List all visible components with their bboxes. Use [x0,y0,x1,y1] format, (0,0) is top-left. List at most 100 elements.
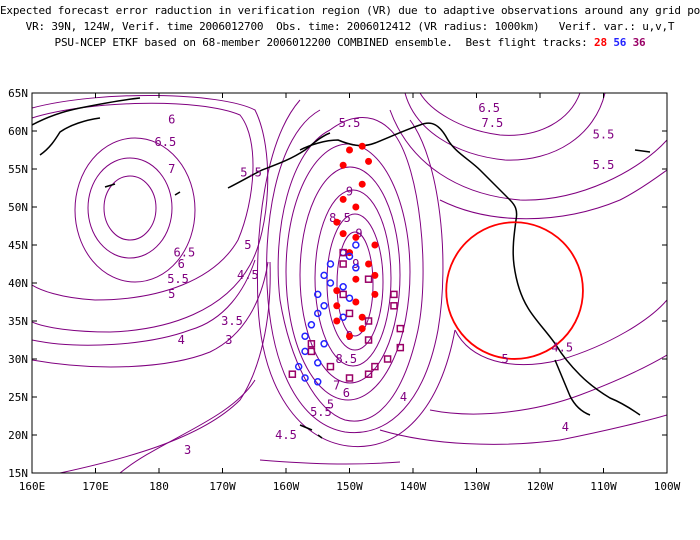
track-56-marker [301,374,309,382]
track-28-marker [346,332,353,340]
track-28-marker [339,230,347,238]
track-28-marker [371,290,379,298]
track-28-marker [339,195,347,203]
track-56-marker [301,347,309,356]
title-line-1: Expected forecast error raduction in ver… [0,4,700,17]
title-line-3-prefix: PSU-NCEP ETKF based on 68-member 2006012… [54,36,595,49]
lon-label: 150W [336,480,363,493]
track-56-marker [320,271,328,280]
track-28-marker [352,203,360,211]
lon-label: 170W [209,480,236,493]
contour-labels: 66.57 5.556.565.554.53.53435.56.57.55.55.… [155,101,615,457]
lat-label: 50N [8,201,28,214]
contour-label: 6.5 [155,135,177,149]
track-28-marker [346,146,353,154]
lat-label: 55N [8,163,28,176]
track-28-marker [333,317,341,325]
lat-axis-labels: 65N 60N 55N 50N 45N 40N 35N 30N 25N 20N 15N [8,87,28,480]
lat-label: 60N [8,125,28,138]
track-56-marker [301,332,309,340]
track-56-marker [345,252,354,261]
track-28-marker [365,157,373,165]
lat-label: 40N [8,277,28,290]
contour-label: 6 [168,112,175,126]
track-28-marker [371,241,379,249]
track-28-marker [358,180,366,188]
contour-label: 7 [168,162,175,176]
contour-label: 4 [562,420,569,434]
track-36-marker [288,370,297,378]
track-28-marker [333,218,341,226]
track-28-marker [358,313,366,321]
contour-label: 6 [343,386,350,400]
lon-label: 130W [463,480,490,493]
contour-lines [32,93,667,473]
track-36-marker [307,340,316,348]
contour-label: 5.5 [593,158,615,172]
contour-label: 9 [352,257,359,271]
contour-label: 5 [327,397,334,411]
track-56-marker [339,283,347,291]
lat-label: 30N [8,353,28,366]
track-36-label: 36 [632,36,646,49]
track-56-marker [294,362,303,371]
contour-label: 3 [225,333,232,347]
lat-label: 15N [8,467,28,480]
track-36-marker [390,302,398,310]
lat-label: 45N [8,239,28,252]
contour-label: 6.5 [478,101,500,115]
track-56-marker [352,241,360,249]
track-28-marker [358,142,366,150]
track-36-marker [326,362,335,371]
track-56-marker [320,340,328,348]
track-56-label: 56 [613,36,627,49]
contour-label: 3 [184,443,191,457]
track-36-marker [396,343,405,352]
track-36-marker [339,290,347,299]
track-56-marker [326,279,335,287]
track-36-marker [364,317,373,325]
contour-label: 4 [400,390,407,404]
track-28-marker [365,260,373,268]
track-56-marker [339,313,347,321]
track-36-marker [307,347,316,356]
contour-label: 5 [244,238,251,252]
lon-label: 170E [82,480,109,493]
contour-label: 7 [333,378,340,392]
track-36-marker [345,309,354,318]
lon-label: 120W [527,480,554,493]
contour-label: 4.5 [275,428,297,442]
contour-label: 5.5 [339,116,361,130]
contour-label: 5.5 [310,405,332,419]
track-36-marker [364,336,373,344]
contour-label: 5.5 [240,166,262,180]
lon-label: 140W [400,480,427,493]
track-36-marker [339,260,347,268]
verification-region-circle [445,221,584,360]
track-56-marker [314,378,322,386]
lat-label: 20N [8,429,28,442]
track-28-label: 28 [594,36,607,49]
lon-label: 160E [19,480,46,493]
coastlines [32,97,651,439]
track-28-marker [352,233,360,241]
contour-label: 4 [178,333,185,347]
track-36-marker [364,275,373,283]
track-36-marker [390,290,398,299]
track-28-marker [339,161,347,169]
contour-label: 9 [355,226,362,240]
track-56-marker [314,359,322,367]
contour-label: 7.5 [482,116,504,130]
flight-tracks [288,142,405,386]
track-56-marker [352,264,360,272]
track-36-marker [339,248,347,257]
contour-label: 8.5 [335,352,357,366]
track-36-marker [345,374,354,382]
contour-label: 6.5 [174,245,196,259]
lat-label: 25N [8,391,28,404]
lon-label: 100W [654,480,681,493]
track-36-marker [383,355,392,363]
track-28-marker [333,302,341,310]
contour-label: 5.5 [167,272,189,286]
contour-label: 4.5 [551,340,573,354]
